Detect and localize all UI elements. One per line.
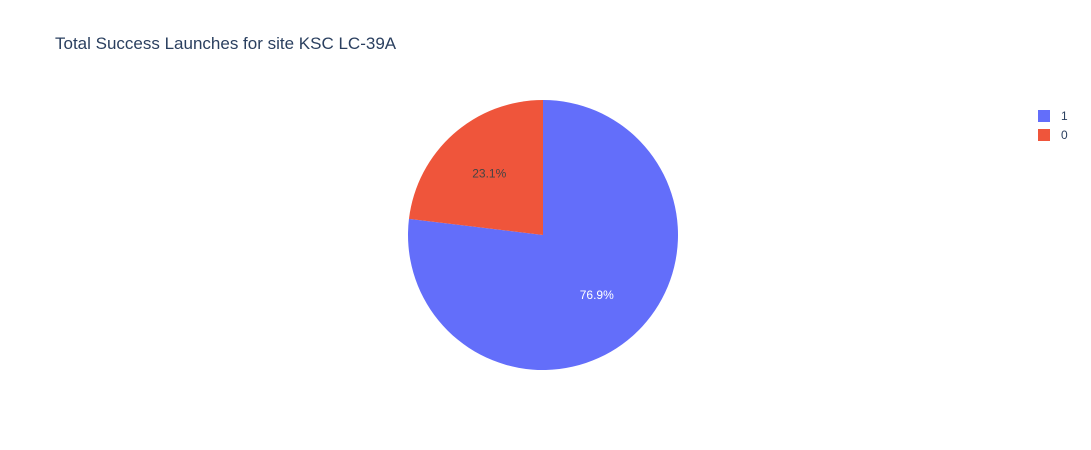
- pie-slice-0[interactable]: [408, 100, 543, 235]
- legend-item-1[interactable]: 1: [1038, 106, 1068, 125]
- legend-swatch-1: [1038, 109, 1050, 122]
- legend-label-1: 1: [1061, 108, 1068, 123]
- pie-slice-label-1: 76.9%: [580, 288, 614, 302]
- legend-swatch-0: [1038, 128, 1050, 141]
- legend: 1 0: [1038, 106, 1068, 144]
- chart-title: Total Success Launches for site KSC LC-3…: [55, 34, 397, 53]
- legend-item-0[interactable]: 0: [1038, 125, 1068, 144]
- pie-slices: [408, 100, 678, 370]
- legend-label-0: 0: [1061, 127, 1068, 142]
- pie-slice-label-0: 23.1%: [472, 167, 506, 181]
- pie-slice-labels: 76.9% 23.1%: [472, 167, 614, 302]
